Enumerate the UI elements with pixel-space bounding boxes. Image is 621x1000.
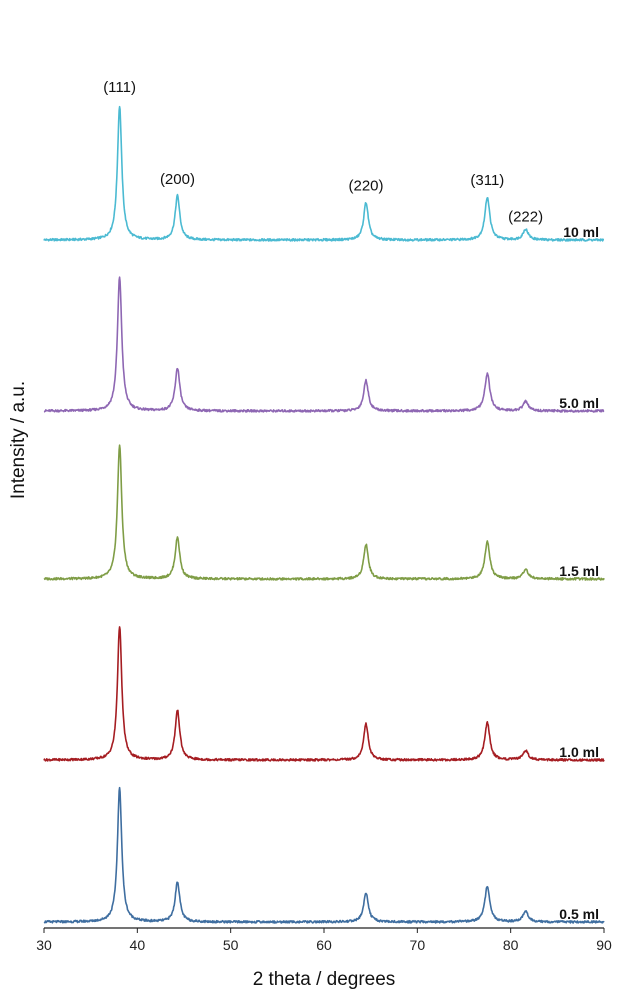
series-label: 10 ml — [563, 224, 599, 240]
series-group: 10 ml 5.0 ml 1.5 ml 1.0 ml 0.5 ml — [43, 105, 605, 924]
peak-hkl-label: (200) — [160, 171, 195, 188]
series-line — [43, 626, 605, 762]
x-tick-label: 40 — [130, 937, 146, 953]
peak-hkl-label: (311) — [470, 172, 504, 189]
series-label: 0.5 ml — [559, 906, 599, 922]
x-tick-label: 90 — [596, 937, 612, 953]
x-tick-label: 30 — [36, 937, 52, 953]
series-label: 1.0 ml — [559, 744, 599, 760]
series-label: 5.0 ml — [559, 395, 599, 411]
peak-hkl-label: (222) — [508, 208, 543, 225]
series-label: 1.5 ml — [559, 563, 599, 579]
x-tick-label: 60 — [316, 937, 332, 953]
x-tick-label: 70 — [410, 937, 426, 953]
x-tick-label: 50 — [223, 937, 239, 953]
peak-hkl-label: (111) — [103, 79, 136, 96]
x-ticks: 30 40 50 60 70 80 90 — [36, 928, 612, 953]
series-line — [43, 276, 605, 413]
x-axis-title: 2 theta / degrees — [253, 969, 396, 990]
series-line — [43, 105, 605, 242]
x-tick-label: 80 — [503, 937, 519, 953]
series-line — [43, 786, 605, 924]
series-line — [43, 444, 605, 581]
y-axis-title: Intensity / a.u. — [8, 381, 29, 499]
peak-hkl-label: (220) — [348, 177, 383, 194]
peak-labels: (111) (200) (220) (311) (222) — [103, 79, 543, 225]
